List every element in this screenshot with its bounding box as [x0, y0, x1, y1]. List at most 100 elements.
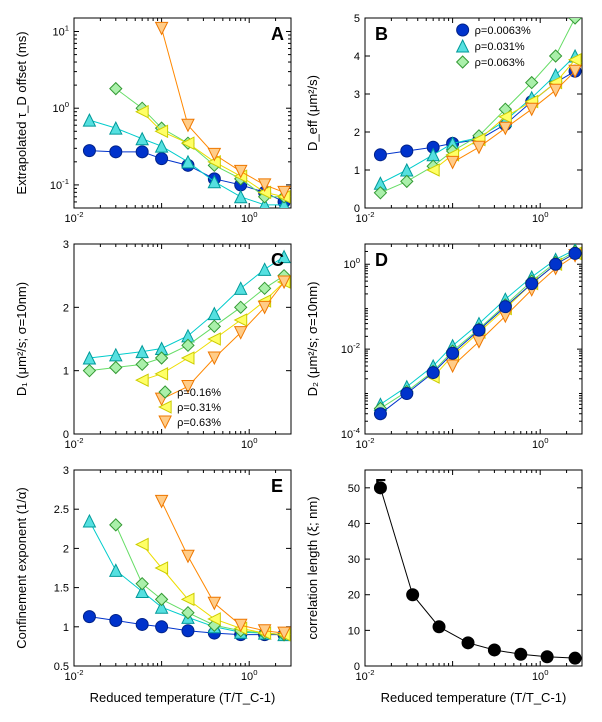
- ytick-label: 10: [348, 625, 360, 637]
- series-marker: [401, 175, 413, 187]
- panel-label: E: [271, 476, 283, 496]
- panel-label: D: [375, 250, 388, 270]
- series-marker: [182, 352, 194, 364]
- ytick-label: 10-2: [341, 341, 360, 356]
- legend-label: ρ=0.31%: [177, 402, 221, 414]
- ytick-label: 10-1: [50, 177, 69, 192]
- series-marker: [182, 550, 194, 562]
- series-marker: [462, 637, 474, 649]
- series-marker: [136, 358, 148, 370]
- ytick-label: 3: [63, 239, 69, 251]
- ytick-label: 1.5: [54, 583, 69, 595]
- series-marker: [569, 652, 581, 664]
- legend-label: ρ=0.63%: [177, 417, 221, 429]
- series-line: [380, 488, 575, 658]
- ytick-label: 0: [63, 429, 69, 441]
- series-marker: [259, 263, 271, 275]
- series-marker: [208, 320, 220, 332]
- axis-box: [365, 18, 582, 208]
- ytick-label: 20: [348, 590, 360, 602]
- series-marker: [208, 333, 220, 345]
- series-marker: [569, 12, 581, 24]
- series-marker: [401, 164, 413, 176]
- legend-marker: [457, 56, 469, 68]
- series-marker: [136, 346, 148, 358]
- series-marker: [136, 374, 148, 386]
- ytick-label: 40: [348, 518, 360, 530]
- series-marker: [83, 515, 95, 527]
- series-marker: [110, 615, 122, 627]
- series-marker: [83, 611, 95, 623]
- series-marker: [401, 145, 413, 157]
- series-marker: [136, 618, 148, 630]
- series-marker: [156, 22, 168, 34]
- series-marker: [550, 84, 562, 96]
- series-marker: [550, 258, 562, 270]
- series-marker: [110, 362, 122, 374]
- ytick-label: 100: [52, 100, 69, 115]
- series-marker: [427, 367, 439, 379]
- panel-F: 10-210001020304050Fcorrelation length (ξ…: [301, 462, 592, 712]
- ytick-label: 1: [63, 622, 69, 634]
- series-marker: [541, 651, 553, 663]
- series-marker: [83, 365, 95, 377]
- series-marker: [526, 103, 538, 115]
- series-marker: [110, 519, 122, 531]
- panel-C: 10-21000123CD₁ (μm²/s; σ=10nm)ρ=0.16%ρ=0…: [10, 236, 301, 462]
- series-marker: [488, 644, 500, 656]
- series-marker: [182, 625, 194, 637]
- xlabel: Reduced temperature (T/T_C-1): [90, 690, 276, 705]
- ytick-label: 4: [354, 51, 360, 63]
- ytick-label: 2.5: [54, 504, 69, 516]
- panel-B: 10-2100012345BD_eff (μm²/s)ρ=0.0063%ρ=0.…: [301, 10, 592, 236]
- series-marker: [473, 141, 485, 153]
- series-marker: [110, 146, 122, 158]
- series-marker: [182, 607, 194, 619]
- xtick-label: 100: [532, 668, 549, 683]
- legend-marker: [457, 24, 469, 36]
- series-marker: [473, 324, 485, 336]
- series-marker: [526, 278, 538, 290]
- series-marker: [156, 621, 168, 633]
- series-marker: [569, 247, 581, 259]
- ytick-label: 3: [354, 89, 360, 101]
- series-marker: [156, 368, 168, 380]
- ytick-label: 5: [354, 13, 360, 25]
- ytick-label: 100: [343, 256, 360, 271]
- series-line: [380, 56, 575, 183]
- series-marker: [182, 593, 194, 605]
- ytick-label: 0: [354, 661, 360, 673]
- ytick-label: 1: [354, 165, 360, 177]
- series-marker: [83, 352, 95, 364]
- xtick-label: 100: [532, 210, 549, 225]
- series-marker: [447, 360, 459, 372]
- xtick-label: 100: [532, 436, 549, 451]
- series-marker: [83, 114, 95, 126]
- series-marker: [374, 408, 386, 420]
- series-marker: [235, 191, 247, 203]
- figure: 10-210010-1100101AExtrapolated τ_D offse…: [10, 10, 592, 712]
- legend-marker: [457, 40, 469, 52]
- series-marker: [110, 122, 122, 134]
- series-marker: [156, 140, 168, 152]
- series-marker: [110, 564, 122, 576]
- series-marker: [136, 538, 148, 550]
- series-marker: [447, 347, 459, 359]
- ytick-label: 3: [63, 465, 69, 477]
- axis-box: [365, 470, 582, 666]
- ytick-label: 2: [354, 127, 360, 139]
- series-marker: [156, 153, 168, 165]
- xtick-label: 10-2: [355, 436, 374, 451]
- series-line: [162, 501, 284, 633]
- legend-label: ρ=0.0063%: [475, 25, 531, 37]
- ytick-label: 2: [63, 543, 69, 555]
- legend-label: ρ=0.16%: [177, 387, 221, 399]
- axis-box: [365, 244, 582, 434]
- ylabel: D_eff (μm²/s): [305, 75, 320, 151]
- series-marker: [447, 156, 459, 168]
- panel-label: A: [271, 24, 284, 44]
- legend-marker: [159, 416, 171, 428]
- series-marker: [208, 597, 220, 609]
- xtick-label: 100: [241, 210, 258, 225]
- series-marker: [235, 282, 247, 294]
